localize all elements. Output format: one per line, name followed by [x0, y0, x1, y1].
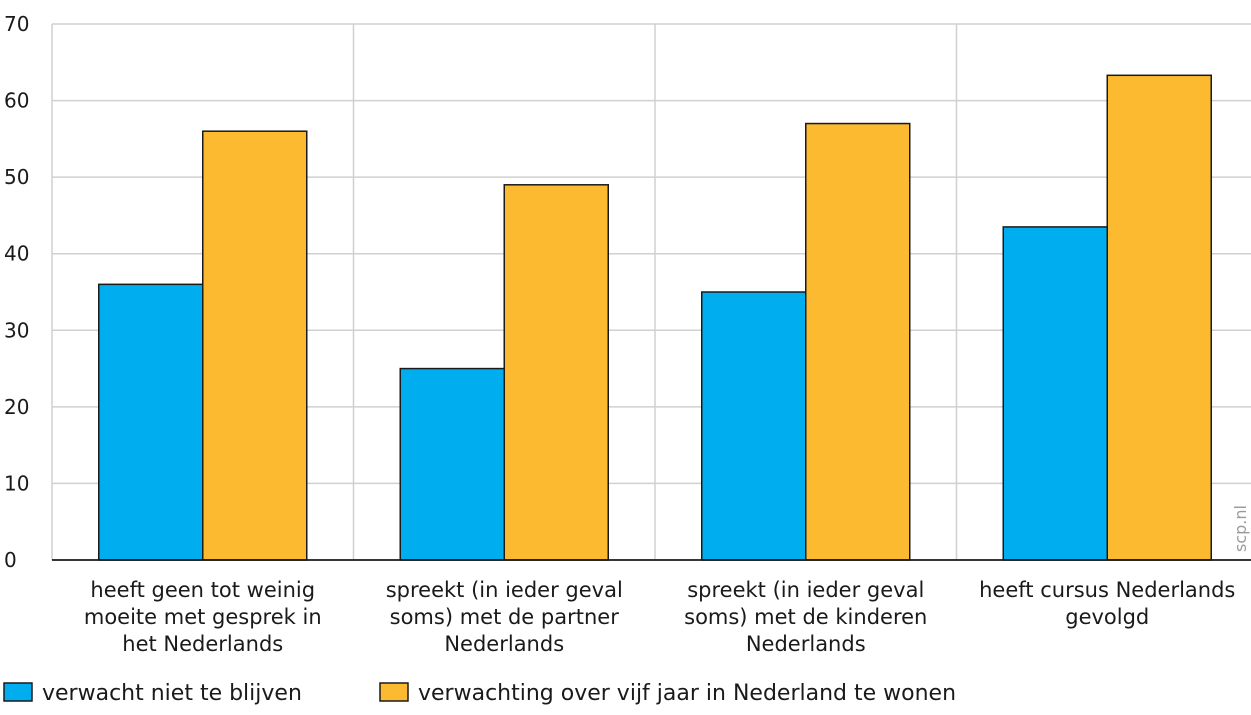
x-tick-label-2: spreekt (in ieder geval soms) met de part… [386, 578, 623, 656]
x-tick-label-line: spreekt (in ieder geval [687, 578, 924, 602]
x-tick-label-line: Nederlands [444, 632, 564, 656]
y-tick-label-40: 40 [4, 242, 29, 266]
bar-s2-c4 [1106, 74, 1212, 561]
y-tick-label-70: 70 [4, 12, 29, 36]
x-tick-label-line: soms) met de partner [390, 605, 620, 629]
x-tick-label-3: spreekt (in ieder geval soms) met de kind… [684, 578, 927, 656]
legend-swatch-1 [3, 682, 33, 702]
x-tick-label-1: heeft geen tot weinig moeite met gesprek … [84, 578, 322, 656]
y-tick-label-20: 20 [4, 395, 29, 419]
bar-s1-c1 [98, 283, 204, 561]
bar-s1-c2 [399, 367, 505, 561]
legend-label-1: verwacht niet te blijven [42, 681, 302, 706]
x-tick-label-line: moeite met gesprek in [84, 605, 322, 629]
y-tick-label-50: 50 [4, 165, 29, 189]
bars [98, 74, 1212, 561]
x-tick-label-line: heeft geen tot weinig [90, 578, 315, 602]
y-tick-label-60: 60 [4, 89, 29, 113]
x-tick-label-line: Nederlands [746, 632, 866, 656]
x-tick-label-4: heeft cursus Nederlands gevolgd [979, 578, 1235, 629]
x-tick-label-line: gevolgd [1065, 605, 1149, 629]
y-tick-label-30: 30 [4, 318, 29, 342]
bar-s2-c1 [202, 130, 308, 561]
legend-swatch-2 [379, 682, 409, 702]
y-tick-label-0: 0 [4, 548, 17, 572]
legend-label-2: verwachting over vijf jaar in Nederland … [418, 681, 956, 706]
x-tick-label-line: spreekt (in ieder geval [386, 578, 623, 602]
watermark-text: scp.nl [1231, 505, 1250, 552]
x-tick-label-line: het Nederlands [122, 632, 283, 656]
labels: 0 10 20 30 40 50 60 70 heeft geen tot weinig moei… [4, 12, 1235, 656]
y-tick-label-10: 10 [4, 471, 29, 495]
bar-s2-c2 [503, 184, 609, 561]
bar-s1-c3 [701, 291, 807, 561]
legend: verwacht niet te blijven verwachting over… [3, 681, 956, 706]
x-tick-label-line: heeft cursus Nederlands [979, 578, 1235, 602]
x-tick-label-line: soms) met de kinderen [684, 605, 927, 629]
bar-s2-c3 [805, 122, 911, 561]
bar-s1-c4 [1002, 226, 1108, 561]
